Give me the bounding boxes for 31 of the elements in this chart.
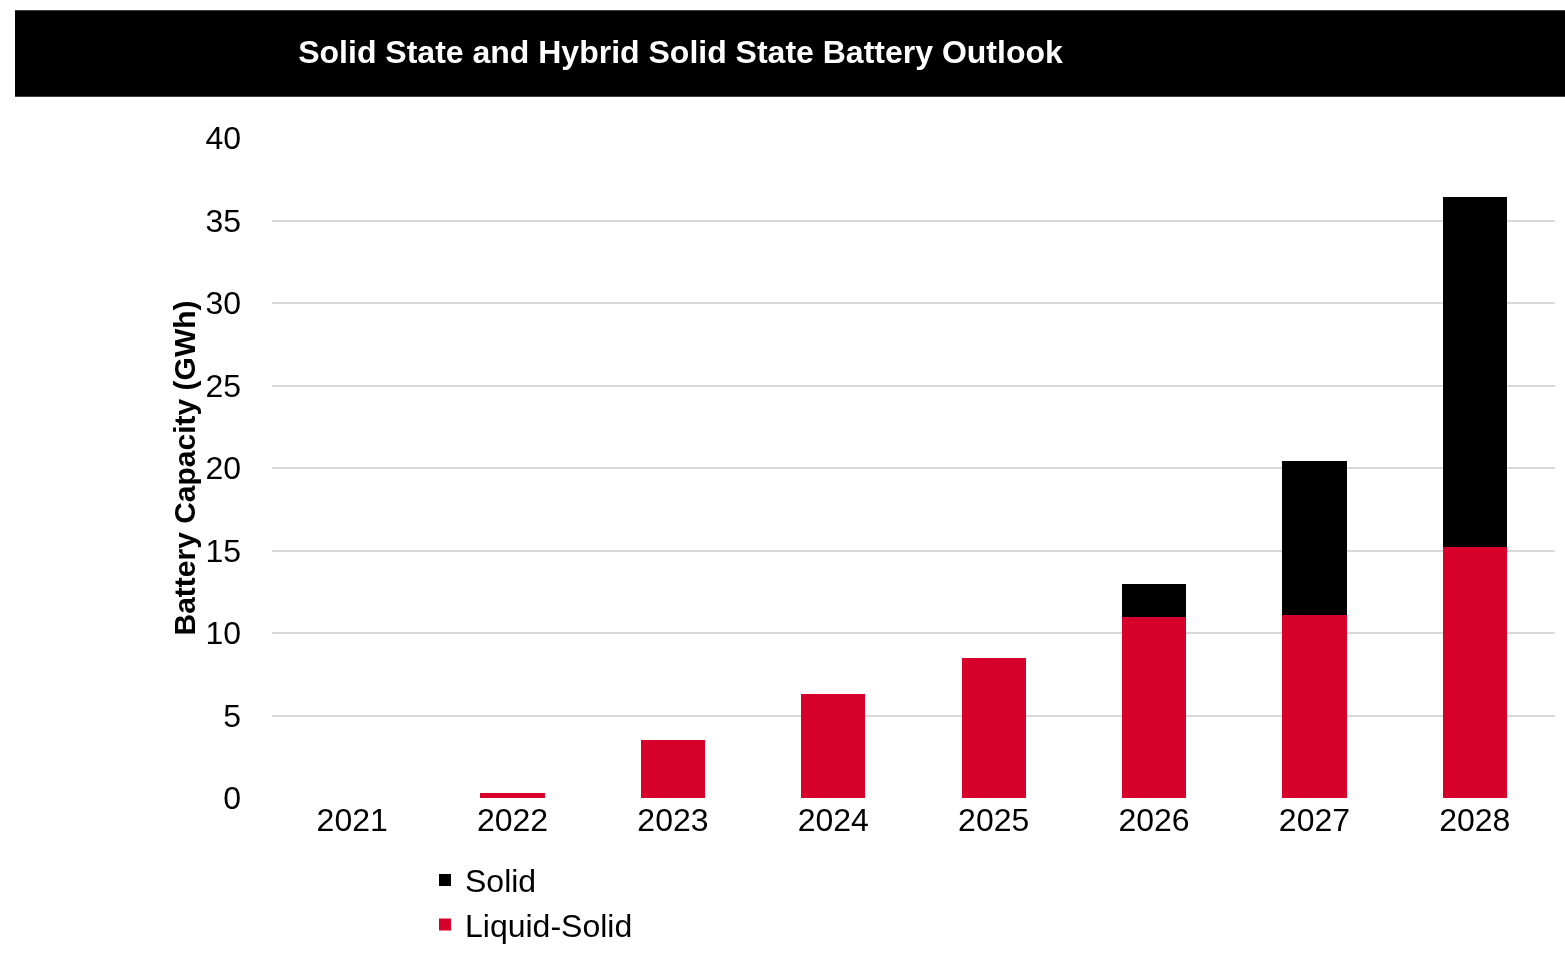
y-tick-label: 35: [205, 202, 241, 239]
bar: [1121, 616, 1187, 798]
x-tick-label: 2027: [1278, 802, 1351, 838]
legend-label: Solid: [465, 863, 537, 900]
y-tick-label: 30: [205, 285, 241, 322]
bar: [480, 793, 545, 798]
x-tick-label: 2022: [476, 802, 549, 838]
bar: [640, 740, 706, 798]
bar: [801, 694, 866, 798]
y-axis-title: Battery Capacity (GWh): [168, 300, 202, 636]
y-tick-label: 15: [205, 532, 241, 569]
y-tick-label: 10: [205, 615, 241, 652]
legend-label: Liquid-Solid: [465, 908, 633, 945]
y-tick-label: 5: [223, 697, 241, 734]
y-tick-label: 25: [205, 367, 241, 404]
y-tick-label: 20: [205, 450, 241, 487]
y-tick-label: 0: [223, 780, 241, 817]
bar: [1282, 614, 1347, 798]
bar: [1282, 461, 1347, 615]
x-tick-label: 2024: [797, 802, 869, 838]
x-tick-label: 2023: [637, 802, 709, 838]
bar: [1121, 583, 1187, 617]
bar: [961, 657, 1026, 798]
chart-title: Solid State and Hybrid Solid State Battery Outlook: [298, 34, 1063, 71]
x-tick-label: 2025: [958, 802, 1030, 838]
x-tick-label: 2021: [316, 802, 388, 838]
x-tick-label: 2026: [1118, 802, 1190, 838]
bar: [1442, 547, 1507, 798]
x-tick-label: 2028: [1439, 802, 1511, 838]
bar: [1442, 197, 1507, 548]
y-tick-label: 40: [205, 120, 241, 157]
